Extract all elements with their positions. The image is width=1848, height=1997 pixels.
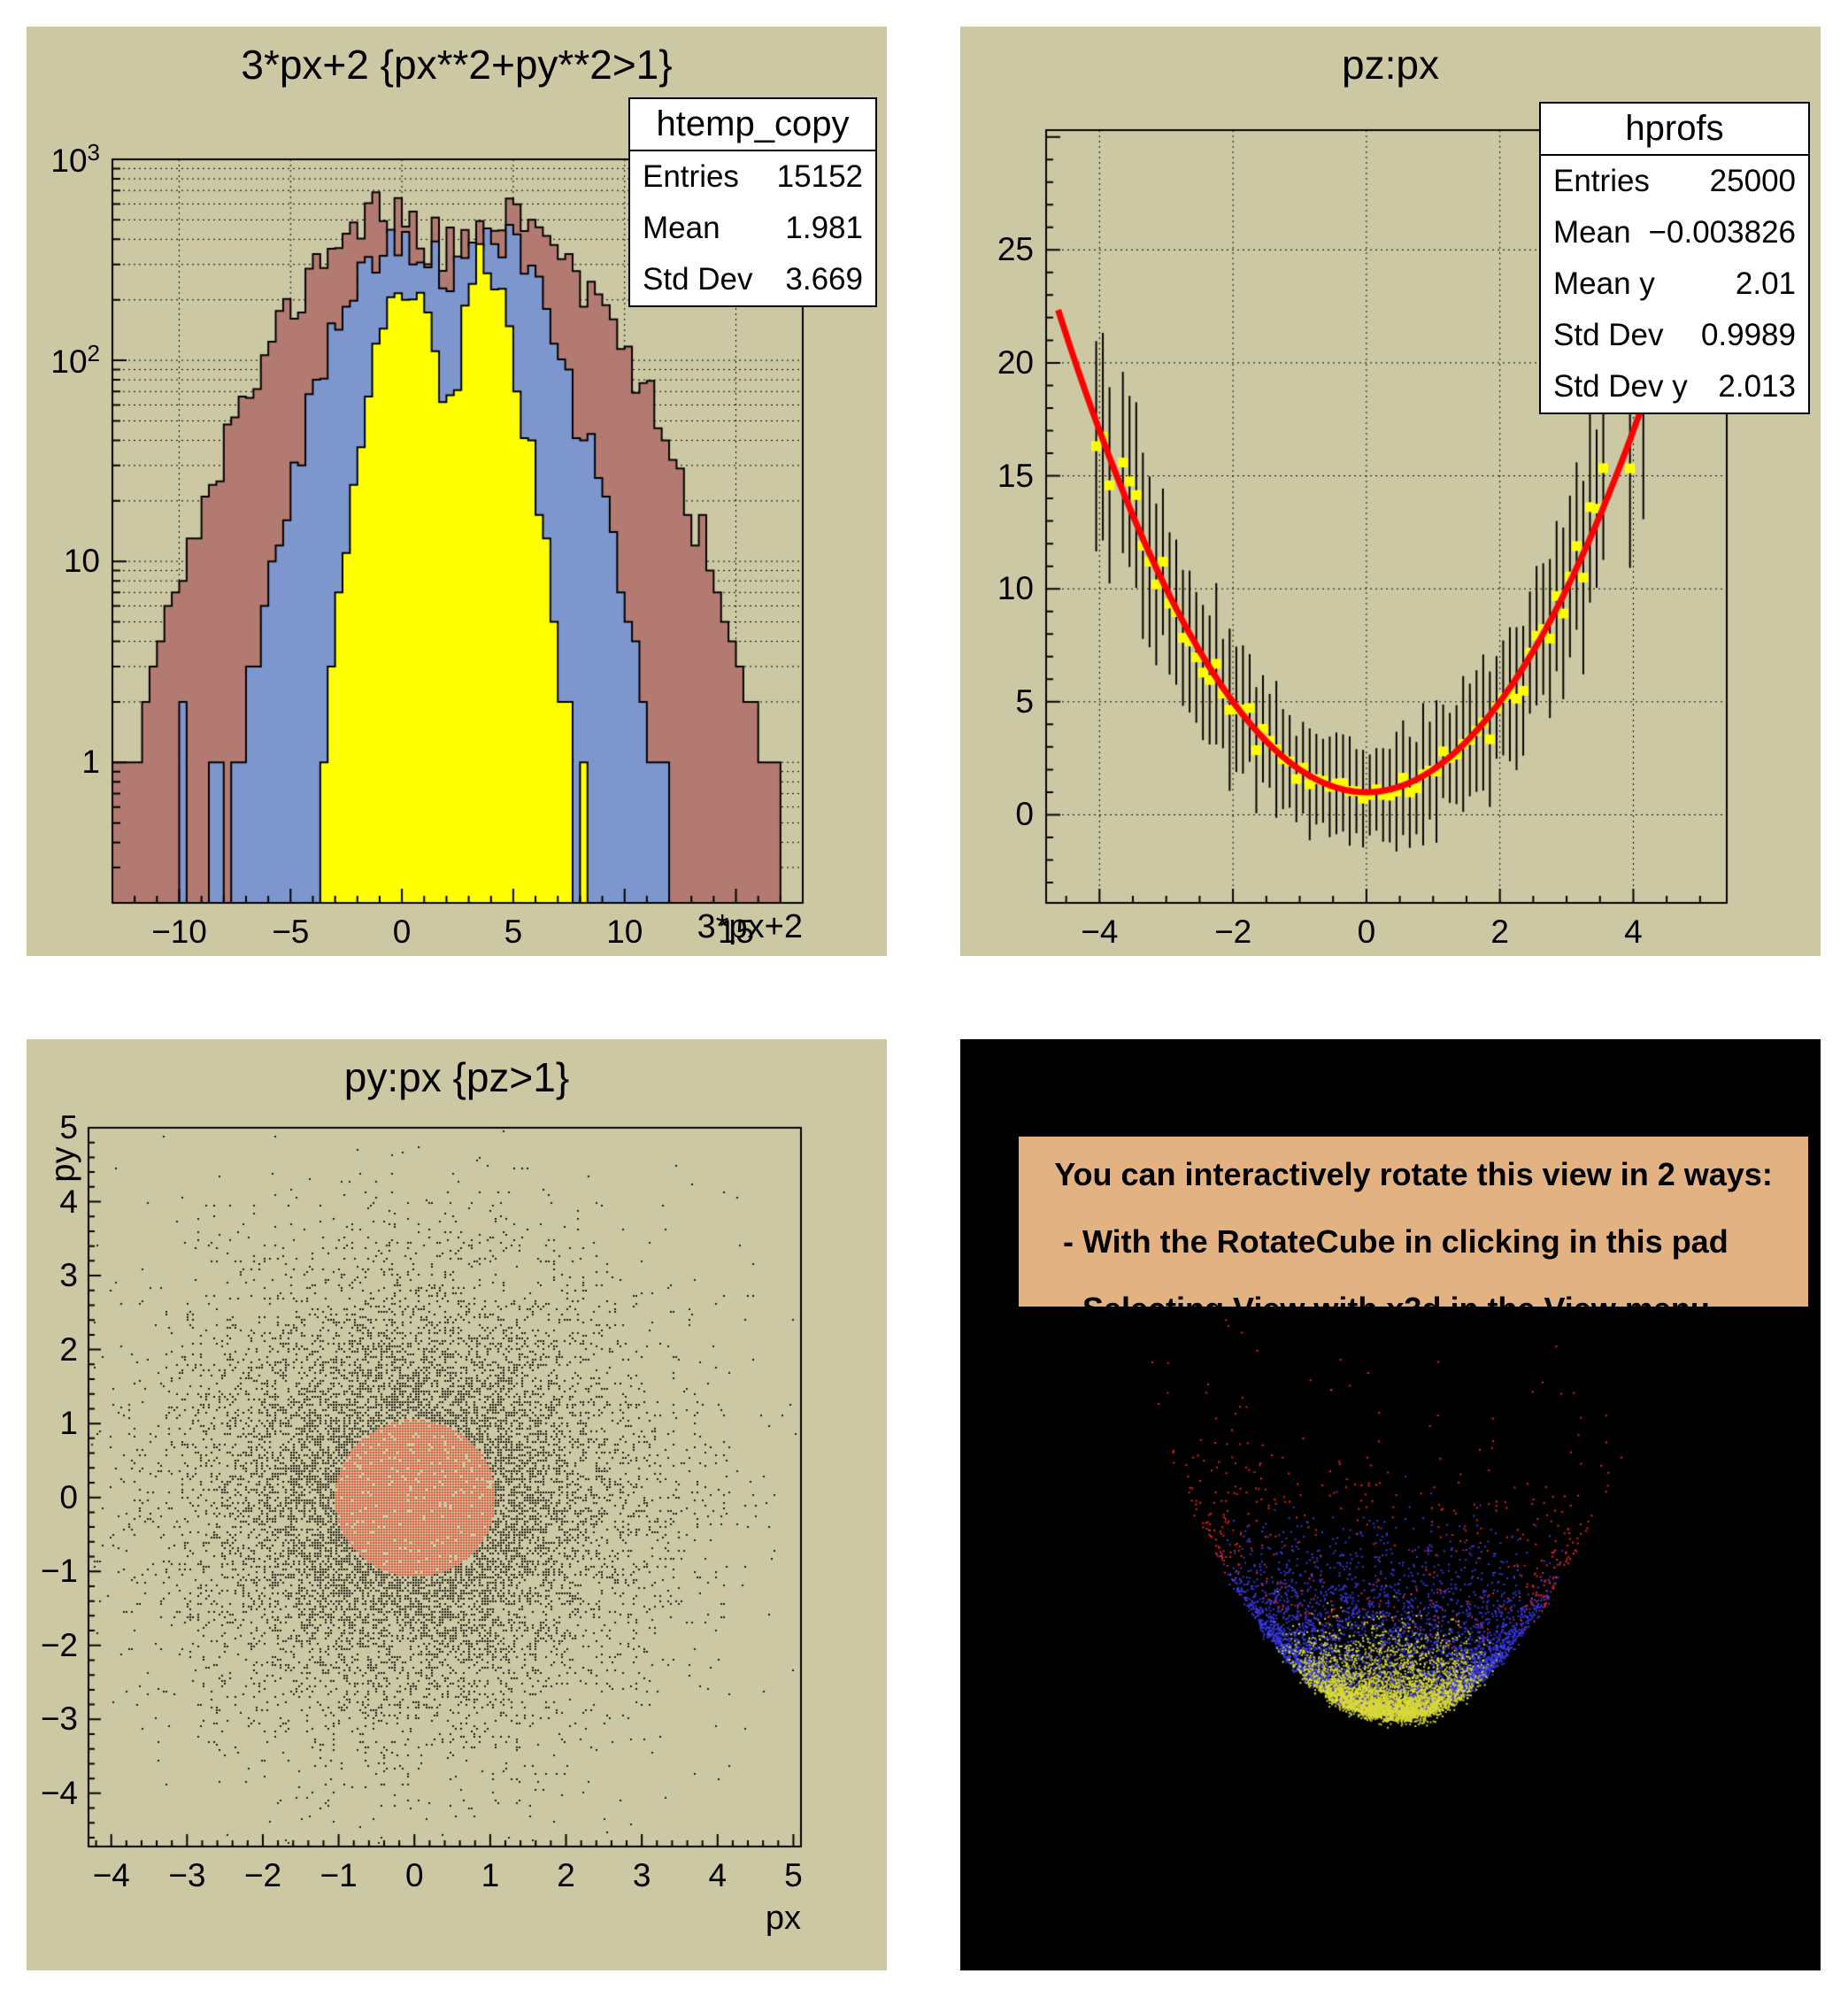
stats-value: 3.669 bbox=[785, 262, 863, 297]
stats-box-hprofs[interactable]: hprofs Entries 25000 Mean −0.003826 Mean… bbox=[1539, 102, 1810, 414]
stats-row: Mean −0.003826 bbox=[1541, 207, 1808, 258]
tick-label: −3 bbox=[168, 1857, 206, 1893]
tick-label: 5 bbox=[1015, 682, 1034, 720]
tick-label: −1 bbox=[40, 1553, 78, 1590]
tick-label: −2 bbox=[1214, 914, 1252, 950]
x-axis-title: px bbox=[765, 1900, 801, 1937]
stats-label: Std Dev bbox=[1553, 318, 1664, 352]
tick-label: 0 bbox=[404, 1857, 424, 1893]
y-axis-title: py bbox=[44, 1146, 82, 1183]
stats-row: Entries 25000 bbox=[1541, 156, 1808, 207]
tick-label: 3 bbox=[59, 1257, 78, 1294]
rotate-info-box: You can interactively rotate this view i… bbox=[1019, 1137, 1808, 1327]
stats-value: 1.981 bbox=[785, 211, 863, 245]
stats-box-htemp-copy[interactable]: htemp_copy Entries 15152 Mean 1.981 Std … bbox=[628, 97, 877, 307]
pad2-title: pz:px bbox=[1342, 42, 1439, 88]
tick-label: 0 bbox=[1357, 914, 1376, 950]
tick-label: 5 bbox=[59, 1109, 78, 1145]
tick-label: 10 bbox=[997, 570, 1034, 607]
tick-label: 25 bbox=[997, 231, 1034, 268]
info-line: - With the RotateCube in clicking in thi… bbox=[1063, 1223, 1729, 1260]
tick-label: 0 bbox=[59, 1478, 78, 1515]
tick-label: 15 bbox=[997, 457, 1034, 494]
tick-label: 4 bbox=[1624, 914, 1643, 950]
tick-label: −5 bbox=[272, 914, 310, 950]
tick-label: 10 bbox=[63, 543, 100, 580]
tick-label: 1 bbox=[59, 1405, 78, 1442]
tick-label: 4 bbox=[708, 1857, 728, 1893]
tick-label: 5 bbox=[504, 914, 523, 950]
stats-row: Std Dev y 2.013 bbox=[1541, 361, 1808, 413]
stats-row: Entries 15152 bbox=[630, 151, 875, 203]
tick-label: 2 bbox=[1490, 914, 1509, 950]
tick-label: −4 bbox=[40, 1774, 78, 1811]
stats-value: 15152 bbox=[776, 159, 863, 194]
stats-title: hprofs bbox=[1541, 104, 1808, 156]
stats-label: Entries bbox=[643, 159, 739, 194]
stats-value: 2.01 bbox=[1735, 266, 1796, 301]
stats-row: Mean y 2.01 bbox=[1541, 258, 1808, 310]
info-line: You can interactively rotate this view i… bbox=[1054, 1156, 1773, 1192]
tick-label: 3 bbox=[632, 1857, 651, 1893]
tick-label: 1 bbox=[81, 744, 100, 781]
tick-label: −2 bbox=[243, 1857, 282, 1893]
tick-label: −1 bbox=[320, 1857, 358, 1893]
tick-label: 4 bbox=[59, 1183, 78, 1220]
stats-value: 25000 bbox=[1709, 164, 1796, 198]
tick-label: 5 bbox=[784, 1857, 803, 1893]
tick-label: 2 bbox=[557, 1857, 575, 1893]
stats-value: 2.013 bbox=[1718, 369, 1796, 404]
pad1-title: 3*px+2 {px**2+py**2>1} bbox=[241, 42, 673, 88]
pad-scatter[interactable]: py:px {pz>1} px py −4 −3 −2 −1 0 1 2 3 4 5 5 4 3 2 1 0 −… bbox=[27, 1039, 887, 1970]
stats-value: −0.003826 bbox=[1648, 215, 1796, 250]
tick-label: 15 bbox=[717, 914, 755, 950]
tick-label: 1 bbox=[481, 1857, 500, 1893]
scatter-plot-canvas[interactable] bbox=[27, 1039, 887, 1970]
tick-label: −2 bbox=[40, 1626, 78, 1663]
pad3-title: py:px {pz>1} bbox=[343, 1054, 570, 1100]
pad-histograms[interactable]: 3*px+2 {px**2+py**2>1} htemp_copy Entrie… bbox=[27, 27, 887, 956]
x-axis-title: 3*px+2 bbox=[697, 908, 803, 945]
tick-label: 103 bbox=[50, 138, 100, 180]
stats-row: Mean 1.981 bbox=[630, 203, 875, 254]
tick-label: 20 bbox=[997, 343, 1034, 381]
stats-label: Std Dev y bbox=[1553, 369, 1688, 404]
stats-label: Entries bbox=[1553, 164, 1650, 198]
tick-label: 102 bbox=[50, 339, 100, 381]
tick-label: −10 bbox=[151, 914, 207, 950]
tick-label: 2 bbox=[59, 1330, 78, 1368]
stats-label: Std Dev bbox=[643, 262, 753, 297]
tick-label: −4 bbox=[92, 1857, 130, 1893]
pad-profile[interactable]: pz:px hprofs Entries 25000 Mean −0.00382… bbox=[960, 27, 1821, 956]
pad-3d-view[interactable]: You can interactively rotate this view i… bbox=[960, 1039, 1821, 1970]
tick-label: 0 bbox=[1015, 796, 1034, 833]
tick-label: 0 bbox=[392, 914, 412, 950]
tick-label: 10 bbox=[606, 914, 643, 950]
stats-title: htemp_copy bbox=[630, 99, 875, 151]
stats-row: Std Dev 0.9989 bbox=[1541, 310, 1808, 361]
tick-label: −3 bbox=[40, 1700, 78, 1738]
stats-value: 0.9989 bbox=[1700, 318, 1796, 352]
info-line: - Selecting View with x3d in the View me… bbox=[1063, 1291, 1710, 1327]
stats-label: Mean bbox=[643, 211, 720, 245]
stats-label: Mean y bbox=[1553, 266, 1655, 301]
stats-label: Mean bbox=[1553, 215, 1631, 250]
stats-row: Std Dev 3.669 bbox=[630, 254, 875, 305]
tick-label: −4 bbox=[1081, 914, 1119, 950]
